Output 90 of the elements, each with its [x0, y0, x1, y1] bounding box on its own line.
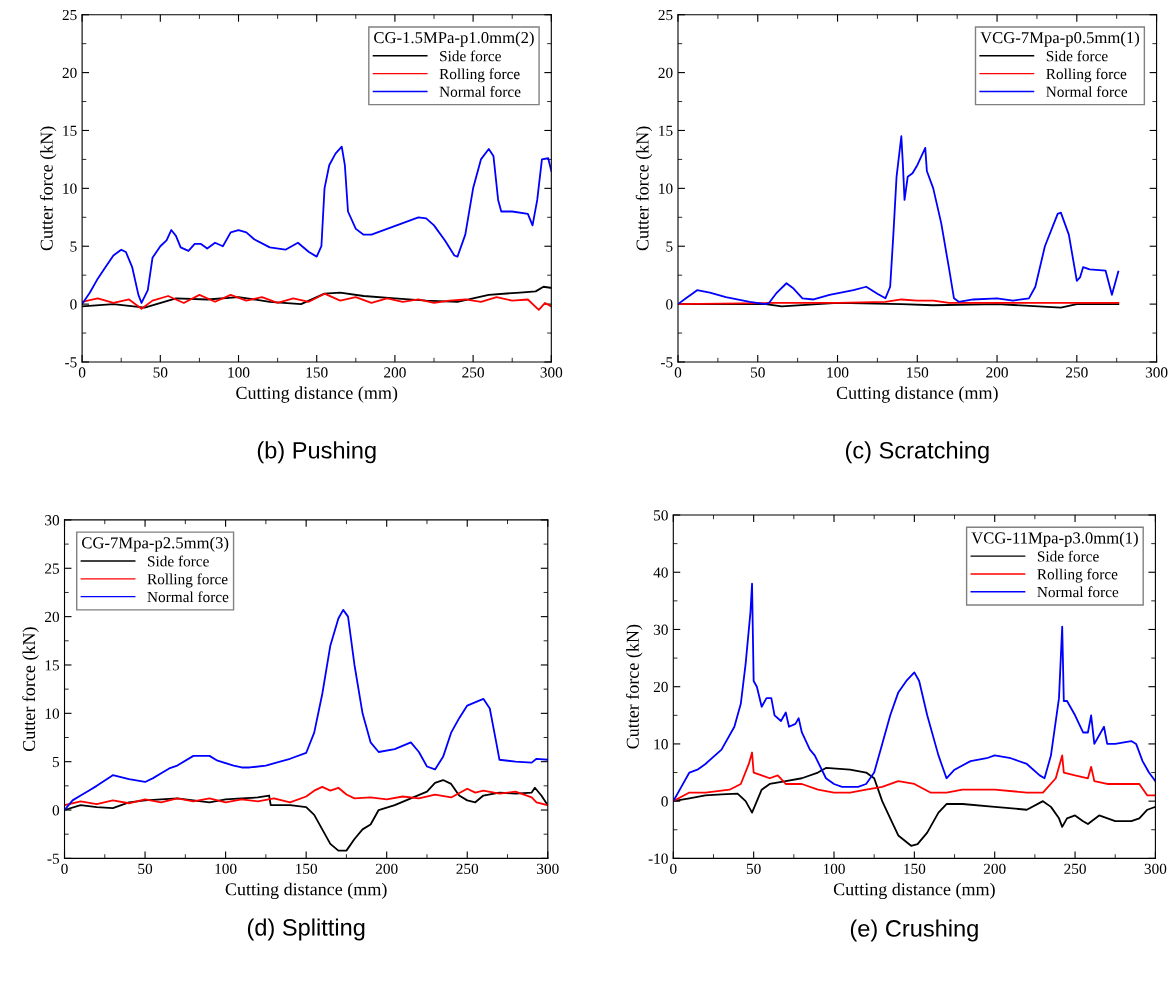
x-tick-label: 50: [746, 863, 761, 874]
x-tick-label: 50: [138, 863, 153, 874]
y-tick-label: 30: [45, 515, 60, 526]
y-tick-label: 50: [654, 510, 668, 521]
legend-label: Normal force: [147, 591, 229, 603]
x-tick-label: 150: [296, 863, 318, 874]
legend-label: Side force: [1046, 50, 1108, 62]
y-axis-title: Cutter force (kN): [635, 126, 653, 251]
y-tick-label: -10: [648, 853, 668, 864]
x-axis-title: Cutting distance (mm): [836, 386, 998, 403]
legend-label: Rolling force: [439, 68, 520, 83]
legend-title: CG-7Mpa-p2.5mm(3): [82, 536, 229, 552]
x-axis-title: Cutting distance (mm): [225, 882, 387, 900]
x-tick-label: 100: [215, 863, 237, 874]
legend-title: VCG-7Mpa-p0.5mm(1): [980, 31, 1140, 47]
line-series: [64, 785, 548, 807]
legend-label: Normal force: [1046, 86, 1128, 97]
y-tick-label: -5: [47, 853, 60, 864]
legend-title: VCG-11Mpa-p3.0mm(1): [971, 531, 1138, 547]
line-series: [82, 145, 552, 306]
x-tick-label: 100: [228, 367, 250, 378]
x-tick-label: 100: [823, 863, 845, 874]
legend-label: Side force: [1037, 550, 1099, 562]
text: (b) Pushing: [257, 441, 376, 464]
line-series: [673, 582, 1156, 803]
y-tick-label: 5: [52, 756, 60, 768]
legend-label: Side force: [440, 50, 501, 62]
y-axis-title: Cutter force (kN): [22, 627, 39, 752]
y-tick-label: 0: [666, 299, 673, 310]
y-tick-label: 10: [654, 739, 668, 750]
x-tick-label: 50: [153, 367, 168, 378]
text: (c) Scratching: [845, 441, 989, 464]
y-tick-label: 15: [45, 660, 60, 671]
y-tick-label: 0: [52, 805, 60, 816]
x-tick-label: 250: [462, 367, 484, 378]
x-tick-label: 300: [537, 863, 559, 874]
y-tick-label: 5: [70, 241, 77, 252]
x-tick-label: 200: [986, 367, 1008, 378]
legend-label: Rolling force: [1046, 68, 1127, 83]
legend-title: CG-1.5MPa-p1.0mm(2): [374, 31, 534, 47]
x-tick-label: 200: [983, 863, 1006, 874]
y-tick-label: 15: [659, 125, 673, 136]
y-tick-label: 10: [63, 183, 77, 194]
x-tick-label: 250: [1066, 367, 1088, 378]
legend-label: Side force: [148, 555, 209, 567]
text: (e) Crushing: [850, 919, 978, 942]
y-tick-label: -5: [65, 357, 77, 368]
text: (d) Splitting: [247, 918, 365, 941]
y-tick-label: 20: [658, 67, 673, 79]
y-tick-label: -5: [660, 357, 673, 368]
line-series: [673, 751, 1156, 803]
y-tick-label: 25: [62, 9, 77, 21]
x-tick-label: 150: [904, 863, 926, 874]
x-tick-label: 250: [1064, 863, 1086, 874]
y-tick-label: 15: [63, 125, 77, 136]
x-tick-label: 150: [306, 367, 328, 378]
y-tick-label: 10: [45, 708, 60, 719]
x-tick-label: 150: [907, 367, 929, 378]
x-tick-label: 300: [1145, 367, 1168, 378]
y-tick-label: 0: [661, 796, 668, 807]
y-tick-label: 40: [653, 567, 668, 578]
y-tick-label: 25: [45, 563, 60, 574]
x-tick-label: 250: [456, 863, 479, 874]
x-axis-title: Cutting distance (mm): [833, 882, 995, 900]
line-series: [64, 608, 548, 811]
x-tick-label: 100: [827, 367, 849, 378]
y-tick-label: 5: [666, 241, 673, 252]
legend-label: Normal force: [439, 86, 521, 97]
x-tick-label: 200: [384, 367, 406, 378]
y-tick-label: 0: [70, 299, 77, 310]
x-tick-label: 0: [78, 367, 86, 378]
x-axis-title: Cutting distance (mm): [236, 386, 398, 403]
y-tick-label: 20: [653, 681, 668, 693]
y-axis-title: Cutter force (kN): [39, 126, 57, 251]
y-tick-label: 20: [45, 611, 60, 623]
legend-label: Rolling force: [1037, 568, 1118, 583]
y-tick-label: 25: [658, 9, 673, 21]
x-tick-label: 300: [540, 367, 563, 378]
y-tick-label: 20: [62, 67, 77, 79]
x-tick-label: 50: [751, 367, 765, 378]
legend-label: Normal force: [1037, 586, 1119, 598]
x-tick-label: 200: [375, 863, 398, 874]
x-tick-label: 300: [1144, 863, 1167, 874]
x-tick-label: 0: [674, 367, 682, 378]
line-series: [677, 135, 1120, 306]
y-axis-title: Cutter force (kN): [625, 624, 643, 749]
y-tick-label: 30: [653, 624, 668, 635]
line-series: [82, 292, 552, 311]
legend-label: Rolling force: [147, 573, 228, 588]
y-tick-label: 10: [659, 183, 673, 194]
